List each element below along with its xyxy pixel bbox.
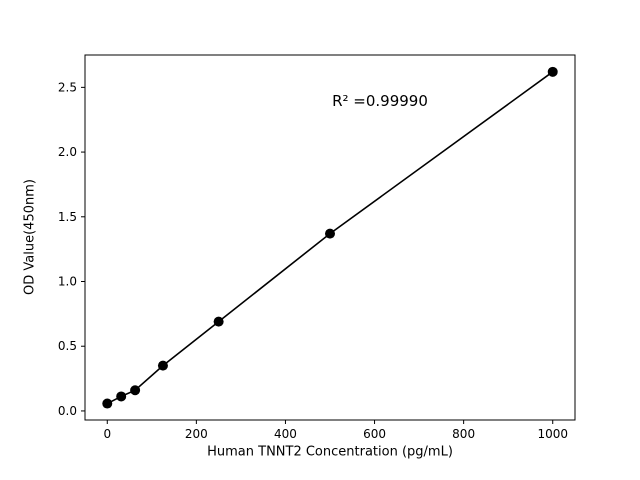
data-point: [325, 228, 335, 239]
y-tick-label: 1.5: [58, 210, 77, 224]
x-tick-label: 200: [185, 427, 208, 441]
data-point: [547, 66, 558, 77]
data-point: [130, 385, 141, 396]
x-tick-label: 800: [452, 427, 475, 441]
data-point: [213, 316, 224, 327]
y-axis-label: OD Value(450nm): [22, 179, 38, 295]
y-tick-label: 0.5: [58, 339, 77, 353]
y-tick-label: 2.0: [58, 145, 77, 159]
x-tick-label: 0: [103, 427, 111, 441]
y-tick-label: 1.0: [58, 275, 77, 289]
x-tick-label: 600: [363, 427, 386, 441]
data-point: [116, 391, 127, 402]
data-point: [157, 360, 168, 371]
r-squared-annotation: R² =0.99990: [332, 92, 428, 110]
data-point: [102, 398, 113, 409]
x-tick-label: 400: [274, 427, 297, 441]
y-tick-label: 0.0: [58, 404, 77, 418]
x-tick-label: 1000: [537, 427, 568, 441]
x-axis-label: Human TNNT2 Concentration (pg/mL): [207, 444, 453, 460]
plot-frame: [84, 54, 576, 421]
y-tick-label: 2.5: [58, 80, 77, 94]
